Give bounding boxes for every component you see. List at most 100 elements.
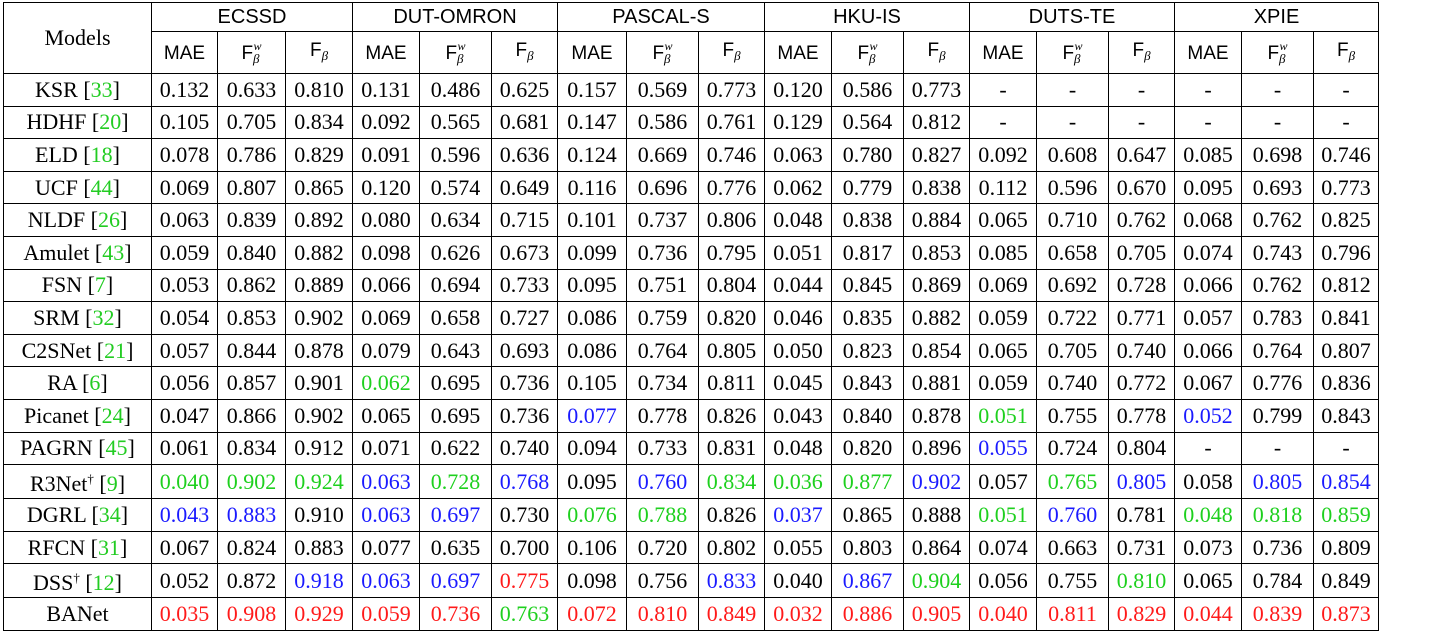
table-row: NLDF [26] 0.063 0.839 0.892 0.080 0.634 0.715 0… — [3, 203, 1379, 237]
score-cell: 0.047 — [151, 398, 218, 433]
score-cell: 0.059 — [151, 235, 218, 270]
score-cell: 0.710 — [1036, 203, 1109, 237]
citation-link[interactable]: 31 — [97, 534, 120, 560]
score-cell: 0.826 — [698, 398, 765, 433]
score-cell: 0.776 — [698, 170, 765, 205]
score-cell: 0.730 — [491, 498, 558, 532]
metric-header: Fβw — [419, 31, 492, 74]
score-cell: 0.658 — [419, 301, 492, 335]
metric-header: Fβ — [491, 31, 558, 74]
metric-header: Fβw — [831, 31, 904, 74]
citation-link[interactable]: 7 — [94, 272, 106, 298]
score-cell: 0.849 — [698, 597, 765, 631]
model-name: HDHF — [26, 109, 87, 135]
table-row: Picanet [24] 0.047 0.866 0.902 0.065 0.695 0.7… — [3, 398, 1379, 433]
score-cell: 0.912 — [285, 431, 353, 466]
results-table: Models ECSSD DUT-OMRON PASCAL-S HKU-IS DUTS-… — [3, 2, 1379, 631]
metric-label: F — [445, 43, 458, 64]
score-cell: 0.820 — [831, 431, 904, 466]
metric-header: Fβ — [1108, 31, 1175, 74]
score-cell: 0.626 — [419, 235, 492, 270]
metric-subscript: β — [253, 51, 260, 66]
score-cell: 0.788 — [626, 498, 699, 532]
score-cell: 0.044 — [1174, 597, 1242, 631]
score-cell: 0.869 — [903, 268, 970, 303]
score-cell: 0.834 — [698, 464, 765, 500]
score-cell: 0.756 — [626, 563, 699, 599]
citation-link[interactable]: 34 — [98, 501, 121, 527]
metric-label: MAE — [163, 42, 206, 64]
score-cell: 0.080 — [352, 203, 420, 237]
score-cell: 0.564 — [831, 105, 904, 140]
model-name-cell: DSS† [12] — [3, 563, 152, 599]
metric-label: F — [722, 40, 735, 61]
metric-label: MAE — [777, 42, 819, 64]
model-name-cell: PAGRN [45] — [3, 431, 152, 466]
citation-link[interactable]: 6 — [89, 370, 101, 396]
score-cell: - — [1313, 431, 1379, 466]
score-cell: 0.762 — [1241, 268, 1314, 303]
score-cell: 0.838 — [831, 203, 904, 237]
score-cell: 0.051 — [764, 235, 832, 270]
metric-label: MAE — [571, 42, 613, 64]
citation-link[interactable]: 33 — [90, 76, 113, 102]
citation-link[interactable]: 9 — [106, 471, 118, 497]
score-cell: 0.805 — [698, 333, 765, 368]
citation-link[interactable]: 20 — [99, 109, 122, 135]
score-cell: 0.092 — [352, 105, 420, 140]
citation-link[interactable]: 18 — [90, 141, 113, 167]
score-cell: 0.872 — [217, 563, 286, 599]
citation-link[interactable]: 26 — [97, 207, 120, 233]
score-cell: - — [1036, 105, 1109, 140]
score-cell: 0.901 — [285, 366, 353, 400]
metric-subscript: β — [1074, 51, 1081, 66]
score-cell: 0.698 — [1241, 138, 1314, 172]
score-cell: 0.840 — [217, 235, 286, 270]
citation-link[interactable]: 12 — [92, 570, 115, 596]
metric-label: F — [927, 40, 940, 61]
citation-link[interactable]: 24 — [101, 402, 124, 428]
citation-link[interactable]: 43 — [102, 239, 125, 265]
citation-link[interactable]: 45 — [105, 435, 128, 461]
table-row: BANet 0.035 0.908 0.929 0.059 0.736 0.763 0.072… — [3, 597, 1379, 631]
table-row: PAGRN [45] 0.061 0.834 0.912 0.071 0.622 0.740… — [3, 431, 1379, 466]
citation-link[interactable]: 44 — [90, 174, 113, 200]
score-cell: 0.807 — [217, 170, 286, 205]
score-cell: 0.820 — [698, 301, 765, 335]
metric-subscript: β — [1279, 51, 1286, 66]
metric-label: F — [857, 43, 870, 64]
metric-superscript: w — [664, 39, 673, 53]
citation-link[interactable]: 21 — [104, 337, 127, 363]
score-cell: 0.105 — [557, 366, 627, 400]
score-cell: 0.733 — [626, 431, 699, 466]
model-name-cell: R3Net† [9] — [3, 464, 152, 500]
score-cell: 0.902 — [285, 398, 353, 433]
score-cell: 0.069 — [151, 170, 218, 205]
score-cell: 0.091 — [352, 138, 420, 172]
score-cell: 0.905 — [903, 597, 970, 631]
score-cell: 0.586 — [626, 105, 699, 140]
score-cell: 0.099 — [557, 235, 627, 270]
score-cell: 0.773 — [1313, 170, 1379, 205]
score-cell: 0.625 — [491, 73, 558, 107]
model-name-cell: BANet — [3, 597, 152, 631]
score-cell: 0.055 — [764, 530, 832, 565]
metric-header: MAE — [969, 31, 1037, 74]
dagger-mark: † — [87, 471, 94, 487]
score-cell: 0.079 — [352, 333, 420, 368]
score-cell: 0.773 — [698, 73, 765, 107]
score-cell: 0.058 — [1174, 464, 1242, 500]
dataset-header: HKU-IS — [764, 2, 970, 32]
score-cell: - — [1241, 73, 1314, 107]
score-cell: 0.760 — [1036, 498, 1109, 532]
score-cell: 0.826 — [698, 498, 765, 532]
score-cell: - — [1036, 73, 1109, 107]
dagger-mark: † — [73, 570, 80, 586]
citation-link[interactable]: 32 — [92, 304, 115, 330]
score-cell: 0.059 — [352, 597, 420, 631]
metric-subscript: β — [1144, 48, 1151, 63]
score-cell: 0.044 — [764, 268, 832, 303]
score-cell: 0.697 — [419, 563, 492, 599]
score-cell: 0.132 — [151, 73, 218, 107]
score-cell: 0.077 — [352, 530, 420, 565]
